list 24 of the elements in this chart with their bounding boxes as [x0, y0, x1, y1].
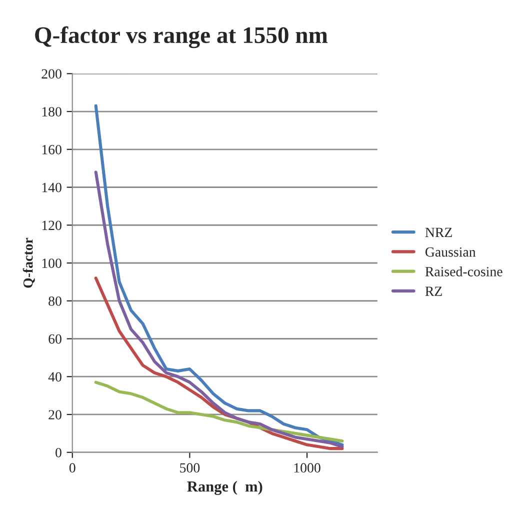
y-tick-label: 60: [48, 334, 62, 344]
y-tick-label: 160: [42, 144, 62, 154]
y-tick-label: 80: [48, 296, 62, 306]
line-series: [94, 104, 344, 446]
line-series: [94, 170, 344, 448]
x-tick-label: 500: [180, 463, 200, 473]
x-tick-label: 1000: [294, 463, 320, 473]
legend-label: NRZ: [425, 228, 452, 237]
y-tick-label: 140: [42, 182, 62, 192]
y-tick-label: 120: [42, 220, 62, 230]
x-tick-label: 0: [69, 463, 76, 473]
y-tick-label: 180: [42, 107, 62, 116]
legend-label: Gaussian: [425, 247, 476, 257]
legend-label: Raised-cosine: [425, 266, 502, 276]
y-tick-label: 0: [56, 448, 62, 458]
line-series: [94, 380, 344, 443]
y-tick-label: 100: [42, 258, 62, 268]
y-tick-label: 20: [48, 410, 62, 420]
chart-title: Q-factor vs range at 1550 nm: [35, 26, 328, 48]
y-tick-label: 40: [48, 372, 62, 382]
y-tick-label: 200: [42, 69, 62, 79]
legend-label: RZ: [425, 286, 442, 296]
y-axis-title: Q-factor: [22, 238, 35, 288]
x-axis-title: Range ( m): [187, 480, 262, 495]
